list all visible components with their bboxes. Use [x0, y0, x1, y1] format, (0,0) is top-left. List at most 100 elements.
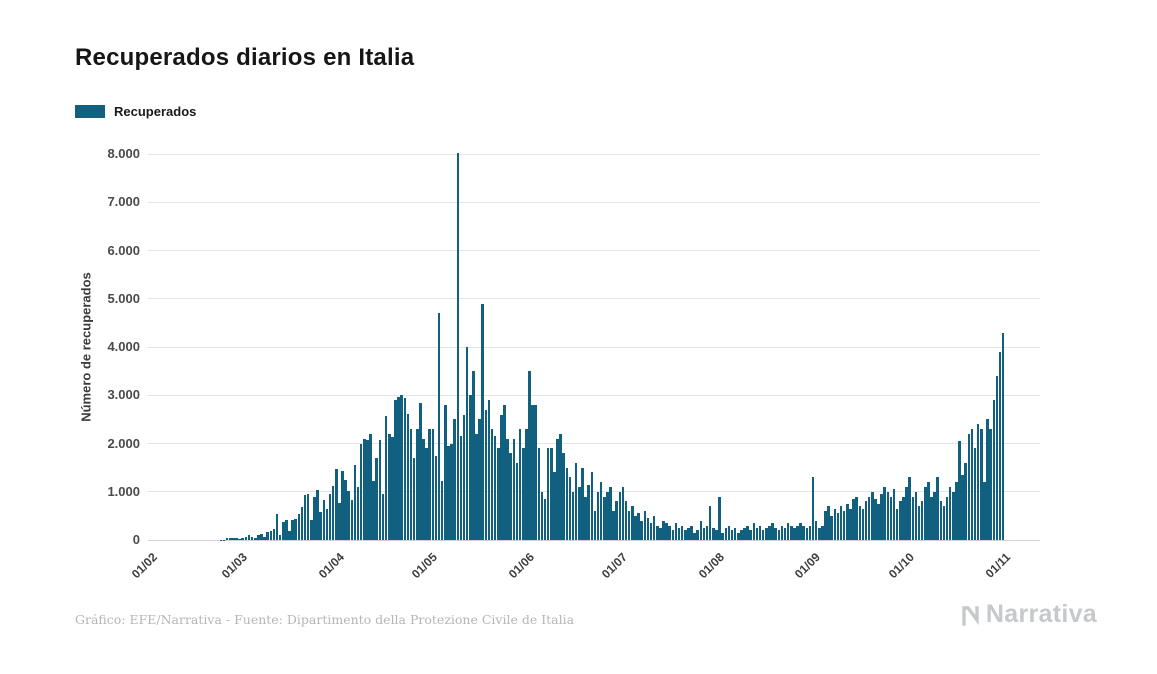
bar: [565, 467, 569, 540]
bar: [615, 501, 618, 540]
bar: [693, 532, 696, 540]
bar: [444, 404, 447, 540]
bar: [350, 500, 354, 540]
narrativa-logo-icon: [962, 605, 979, 626]
bar: [895, 508, 899, 540]
bar: [387, 433, 391, 540]
bar: [646, 518, 650, 540]
bar: [833, 508, 837, 540]
bar: [970, 429, 974, 540]
bar: [861, 508, 865, 540]
bar: [821, 525, 824, 540]
bar: [955, 482, 958, 540]
bar: [917, 506, 921, 540]
bar: [702, 527, 706, 540]
gridline: [148, 250, 1040, 251]
bar: [864, 501, 868, 540]
bar: [422, 438, 425, 540]
bar: [889, 496, 893, 540]
bar: [749, 530, 752, 540]
bar: [727, 525, 731, 540]
bar: [761, 530, 765, 540]
bar: [802, 525, 805, 540]
bar: [774, 527, 777, 540]
bar: [487, 400, 491, 540]
gridline: [148, 394, 1040, 396]
bar: [515, 462, 519, 540]
bar: [649, 523, 653, 540]
bar: [378, 440, 382, 540]
bar: [858, 506, 862, 540]
bar: [677, 527, 681, 540]
bar: [369, 433, 372, 540]
bar: [687, 527, 690, 540]
bar: [998, 351, 1002, 540]
bar: [824, 511, 827, 540]
bar: [534, 404, 537, 540]
y-tick-label: 2.000: [107, 435, 140, 451]
x-tick-label: 01/10: [885, 550, 917, 582]
x-tick-label: 01/05: [408, 550, 440, 582]
bar: [606, 491, 609, 540]
bar: [269, 531, 273, 540]
bar: [428, 429, 432, 540]
bar: [768, 525, 771, 540]
y-tick-label: 0: [132, 532, 140, 547]
bar: [811, 477, 815, 540]
bar: [973, 448, 977, 540]
bar: [777, 530, 781, 540]
bar: [391, 437, 394, 540]
bar: [902, 496, 905, 540]
bar: [618, 491, 622, 540]
bar: [481, 303, 484, 540]
bar: [705, 525, 709, 540]
bar: [699, 520, 703, 540]
y-tick-label: 8.000: [107, 146, 140, 161]
bar: [842, 511, 846, 540]
bar: [322, 500, 326, 540]
bar: [730, 530, 734, 540]
bar: [980, 429, 983, 540]
bar: [531, 404, 534, 540]
bar: [272, 529, 276, 540]
bar: [366, 439, 369, 540]
gridline: [148, 443, 1040, 444]
bar: [733, 527, 737, 540]
bar: [805, 527, 809, 540]
x-tick-label: 01/04: [315, 550, 347, 582]
y-tick-label: 5.000: [107, 290, 140, 306]
x-tick-label: 01/07: [598, 550, 631, 582]
bar: [372, 481, 375, 540]
bar: [462, 414, 466, 540]
bar: [294, 518, 298, 540]
bar: [659, 527, 662, 540]
bar: [500, 414, 503, 540]
bar: [690, 525, 693, 540]
bar: [721, 532, 724, 540]
bar: [989, 429, 992, 540]
bar: [291, 519, 294, 540]
bar: [543, 499, 547, 540]
bar: [518, 429, 522, 540]
bar: [624, 501, 628, 540]
bar: [724, 527, 728, 540]
bar: [447, 446, 450, 540]
bar: [961, 474, 964, 540]
bar: [334, 468, 338, 540]
bar: [241, 537, 245, 540]
bar: [793, 527, 796, 540]
bar: [472, 371, 475, 540]
bar: [550, 448, 553, 540]
bar: [285, 520, 288, 540]
bar: [755, 527, 759, 540]
bar: [587, 484, 590, 540]
bar: [275, 514, 279, 540]
bar: [908, 477, 911, 540]
bar: [325, 508, 329, 540]
bar: [394, 399, 397, 540]
bar: [783, 527, 787, 540]
bar: [671, 530, 675, 540]
bar: [786, 523, 790, 540]
bar: [743, 527, 746, 540]
bar: [892, 489, 896, 540]
